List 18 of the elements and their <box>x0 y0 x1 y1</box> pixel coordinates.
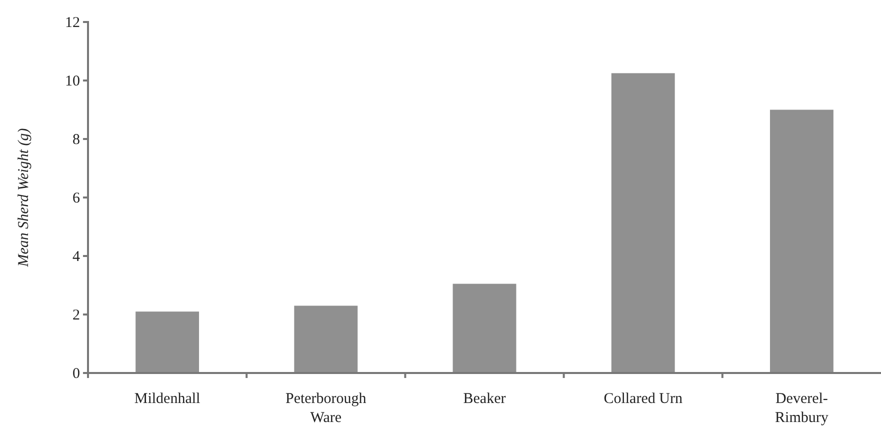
y-tick-label: 12 <box>65 14 80 31</box>
bar <box>294 306 358 373</box>
y-tick-label: 10 <box>65 73 80 90</box>
bar <box>452 284 516 373</box>
bar <box>136 312 200 373</box>
x-tick-label: Beaker <box>463 391 506 407</box>
y-tick-label: 4 <box>72 248 80 265</box>
x-tick-label: Mildenhall <box>134 391 200 407</box>
x-tick-label: Deverel-Rimbury <box>775 391 829 426</box>
y-tick-label: 0 <box>72 366 80 382</box>
y-tick-label: 2 <box>72 307 80 324</box>
bar <box>611 73 675 373</box>
bar <box>770 110 834 373</box>
y-axis-title: Mean Sherd Weight (g) <box>16 128 32 268</box>
x-tick-label: Collared Urn <box>604 391 683 407</box>
y-tick-label: 6 <box>72 190 80 206</box>
x-tick-label: Peterborough Ware <box>285 391 367 426</box>
y-tick-label: 8 <box>72 132 80 148</box>
